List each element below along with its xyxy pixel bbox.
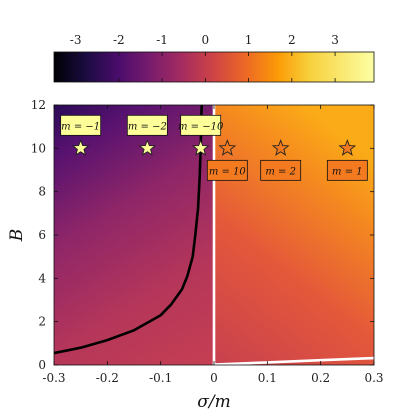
heatmap-right-region	[214, 105, 374, 365]
y-tick-label: 2	[38, 315, 46, 329]
star-marker	[338, 139, 357, 156]
marker-label-box	[260, 159, 302, 181]
y-tick-label: 6	[38, 228, 46, 242]
y-axis-label: B	[7, 229, 27, 243]
marker-label-box	[180, 114, 222, 136]
y-tick-label: 10	[31, 141, 46, 155]
y-tick-label: 0	[38, 358, 46, 372]
x-tick-label: 0	[210, 371, 218, 385]
marker-label-box	[126, 114, 168, 136]
marker-label: m = −1	[61, 121, 100, 132]
marker-label: m = −10	[178, 121, 224, 132]
x-tick-label: 0.3	[364, 371, 383, 385]
colorbar-tick-label: 3	[331, 33, 339, 47]
x-axis-label: σ/m	[197, 392, 230, 412]
y-axis-ticks: 0 2 4 6 8 10 12	[31, 98, 374, 372]
marker-label: m = −2	[128, 121, 167, 132]
star-marker	[218, 139, 237, 156]
star-marker	[191, 139, 210, 156]
x-tick-label: -0.1	[149, 371, 172, 385]
colorbar-tick-label: -3	[70, 33, 82, 47]
y-tick-label: 8	[38, 185, 46, 199]
colorbar-tick-label: 1	[245, 33, 253, 47]
marker-label: m = 10	[209, 166, 247, 177]
x-tick-label: 0.1	[258, 371, 277, 385]
colorbar-ticks: -3 -2 -1 0 1 2 3	[70, 33, 339, 82]
x-tick-label: 0.2	[311, 371, 330, 385]
x-tick-label: -0.2	[96, 371, 119, 385]
colorbar-tick-label: 0	[202, 33, 210, 47]
colorbar-tick-label: 2	[288, 33, 296, 47]
curve-1	[54, 105, 203, 355]
marker-label: m = 2	[265, 166, 296, 177]
x-tick-label: -0.3	[42, 371, 65, 385]
star-marker	[138, 139, 157, 156]
marker-label-box	[206, 159, 248, 181]
colorbar: -3 -2 -1 0 1 2 3	[53, 33, 375, 83]
colorbar-gradient	[53, 51, 375, 83]
markers-layer: m = −1 m = −2 m = −10 m = 10 m = 2 m = 1	[60, 114, 368, 181]
colorbar-tick-label: -1	[156, 33, 168, 47]
y-tick-label: 4	[38, 271, 46, 285]
y-tick-label: 12	[31, 98, 46, 112]
star-marker	[271, 139, 290, 156]
heatmap-left-region	[54, 105, 214, 365]
marker-label-box	[326, 159, 368, 181]
curve-3	[212, 356, 374, 365]
curves-layer	[54, 105, 374, 365]
marker-label: m = 1	[332, 166, 363, 177]
x-axis-ticks: -0.3 -0.2 -0.1 0 0.1 0.2 0.3	[42, 105, 384, 385]
marker-label-box	[60, 114, 102, 136]
star-marker	[71, 139, 90, 156]
colorbar-tick-label: -2	[113, 33, 125, 47]
plot-area: m = −1 m = −2 m = −10 m = 10 m = 2 m = 1 -0.3…	[31, 98, 384, 385]
